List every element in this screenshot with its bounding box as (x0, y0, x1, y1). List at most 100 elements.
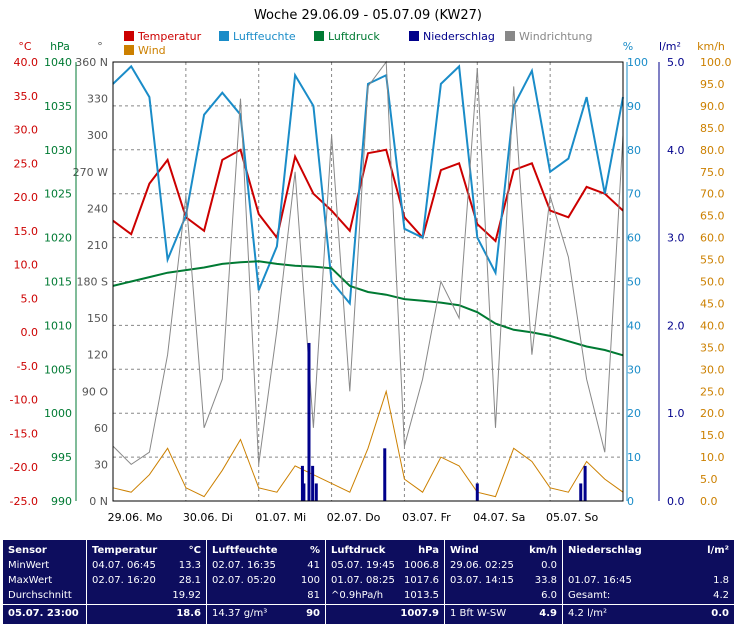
rain-bar (383, 448, 387, 501)
direction-tick: 270 W (73, 166, 108, 179)
temperature-tick: 30.0 (14, 124, 39, 137)
wind-tick: 75.0 (700, 166, 725, 179)
pressure-column: Luftdruck hPa 05.07. 19:45 1006.8 01.07. 0… (326, 540, 445, 624)
pressure-tick: 1040 (44, 56, 72, 69)
wind-tick: 95.0 (700, 78, 725, 91)
pressure-tick: 990 (51, 495, 72, 508)
legend-swatch (409, 31, 419, 41)
wind-tick: 40.0 (700, 319, 725, 332)
wind-tick: 25.0 (700, 385, 725, 398)
temperature-unit: °C (188, 545, 201, 556)
hum-min-value: 41 (307, 560, 320, 571)
chart-legend: Temperatur Luftfeuchte Luftdruck Niederschl… (124, 30, 592, 57)
hum-current-value: 90 (306, 608, 320, 619)
axis-unit-label: km/h (697, 40, 725, 53)
direction-tick: 360 N (75, 56, 108, 69)
temp-current-value: 18.6 (176, 608, 201, 619)
wind-tick: 30.0 (700, 363, 725, 376)
direction-tick: 120 (87, 349, 108, 362)
wind-tick: 5.0 (700, 473, 718, 486)
rain-header: Niederschlag (568, 545, 642, 556)
x-tick-label: 01.07. Mi (255, 511, 306, 524)
legend-swatch (505, 31, 515, 41)
press-min-time: 05.07. 19:45 (331, 560, 395, 571)
rain-tick: 2.0 (667, 319, 685, 332)
wind-tick: 20.0 (700, 407, 725, 420)
wind-max-value: 33.8 (534, 575, 557, 586)
wind-tick: 10.0 (700, 451, 725, 464)
rain-bar (307, 342, 311, 501)
current-timestamp: 05.07. 23:00 (8, 608, 79, 619)
legend-label: Temperatur (137, 30, 202, 43)
rain-tick: 5.0 (667, 56, 685, 69)
chart-series (112, 60, 624, 501)
hum-max-value: 100 (300, 575, 320, 586)
series-line-temperatur (112, 148, 624, 243)
direction-tick: 90 O (82, 385, 108, 398)
pressure-tick: 1005 (44, 363, 72, 376)
legend-swatch (219, 31, 229, 41)
legend-swatch (124, 31, 134, 41)
temperature-tick: 25.0 (14, 157, 39, 170)
rain-column: Niederschlag l/m² 01.07. 16:45 1.8 Gesamt:… (563, 540, 734, 624)
wind-tick: 35.0 (700, 341, 725, 354)
hum-absolute: 14.37 g/m³ (212, 608, 268, 619)
pressure-header: Luftdruck (331, 545, 386, 556)
temperature-tick: -15.0 (10, 427, 38, 440)
x-tick-label: 05.07. So (546, 511, 598, 524)
humidity-tick: 0 (627, 495, 634, 508)
temperature-column: Temperatur °C 04.07. 06:45 13.3 02.07. 16:… (87, 540, 207, 624)
wind-tick: 50.0 (700, 276, 725, 289)
wind-tick: 60.0 (700, 232, 725, 245)
wind-tick: 15.0 (700, 429, 725, 442)
pressure-tick: 1020 (44, 232, 72, 245)
x-tick-label: 30.06. Di (183, 511, 233, 524)
chart-grid (113, 62, 623, 501)
legend-label: Wind (138, 44, 166, 57)
wind-min-value: 0.0 (541, 560, 557, 571)
wind-tick: 80.0 (700, 144, 725, 157)
humidity-tick: 70 (627, 188, 641, 201)
wind-tick: 70.0 (700, 188, 725, 201)
legend-swatch (124, 45, 134, 55)
rain-max-value: 1.8 (713, 575, 729, 586)
humidity-unit: % (309, 545, 320, 556)
rain-current-value: 0.0 (711, 608, 729, 619)
sensor-header: Sensor (8, 545, 47, 556)
legend-label: Luftfeuchte (233, 30, 296, 43)
axis-unit-label: °C (18, 40, 32, 53)
legend-swatch (314, 31, 324, 41)
rain-bar (579, 483, 583, 501)
rain-tick: 4.0 (667, 144, 685, 157)
temperature-tick: -5.0 (17, 360, 38, 373)
direction-tick: 330 (87, 93, 108, 106)
x-tick-label: 04.07. Sa (473, 511, 525, 524)
pressure-tick: 1010 (44, 319, 72, 332)
press-current-value: 1007.9 (400, 608, 439, 619)
x-tick-label: 29.06. Mo (108, 511, 163, 524)
pressure-tick: 1030 (44, 144, 72, 157)
humidity-tick: 60 (627, 232, 641, 245)
axis-unit-label: l/m² (659, 40, 681, 53)
temp-min-value: 13.3 (178, 560, 201, 571)
temperature-tick: -20.0 (10, 461, 38, 474)
wind-tick: 100.0 (700, 56, 732, 69)
pressure-tick: 1015 (44, 276, 72, 289)
rain-tick: 1.0 (667, 407, 685, 420)
axis-unit-label: ° (97, 40, 103, 53)
series-line-windrichtung (112, 60, 624, 466)
temp-avg-value: 19.92 (172, 590, 201, 601)
series-line-luftdruck (112, 260, 624, 357)
row-label-max: MaxWert (8, 575, 53, 586)
wind-column: Wind km/h 29.06. 02:25 0.0 03.07. 14:15 33.… (445, 540, 563, 624)
rain-bar (311, 465, 315, 501)
wind-tick: 65.0 (700, 210, 725, 223)
humidity-tick: 80 (627, 144, 641, 157)
wind-min-time: 29.06. 02:25 (450, 560, 514, 571)
pressure-tick: 995 (51, 451, 72, 464)
temperature-tick: 20.0 (14, 191, 39, 204)
press-trend: ^0.9hPa/h (331, 590, 384, 601)
direction-tick: 60 (94, 422, 108, 435)
rain-tick: 0.0 (667, 495, 685, 508)
temperature-tick: 0.0 (21, 326, 39, 339)
